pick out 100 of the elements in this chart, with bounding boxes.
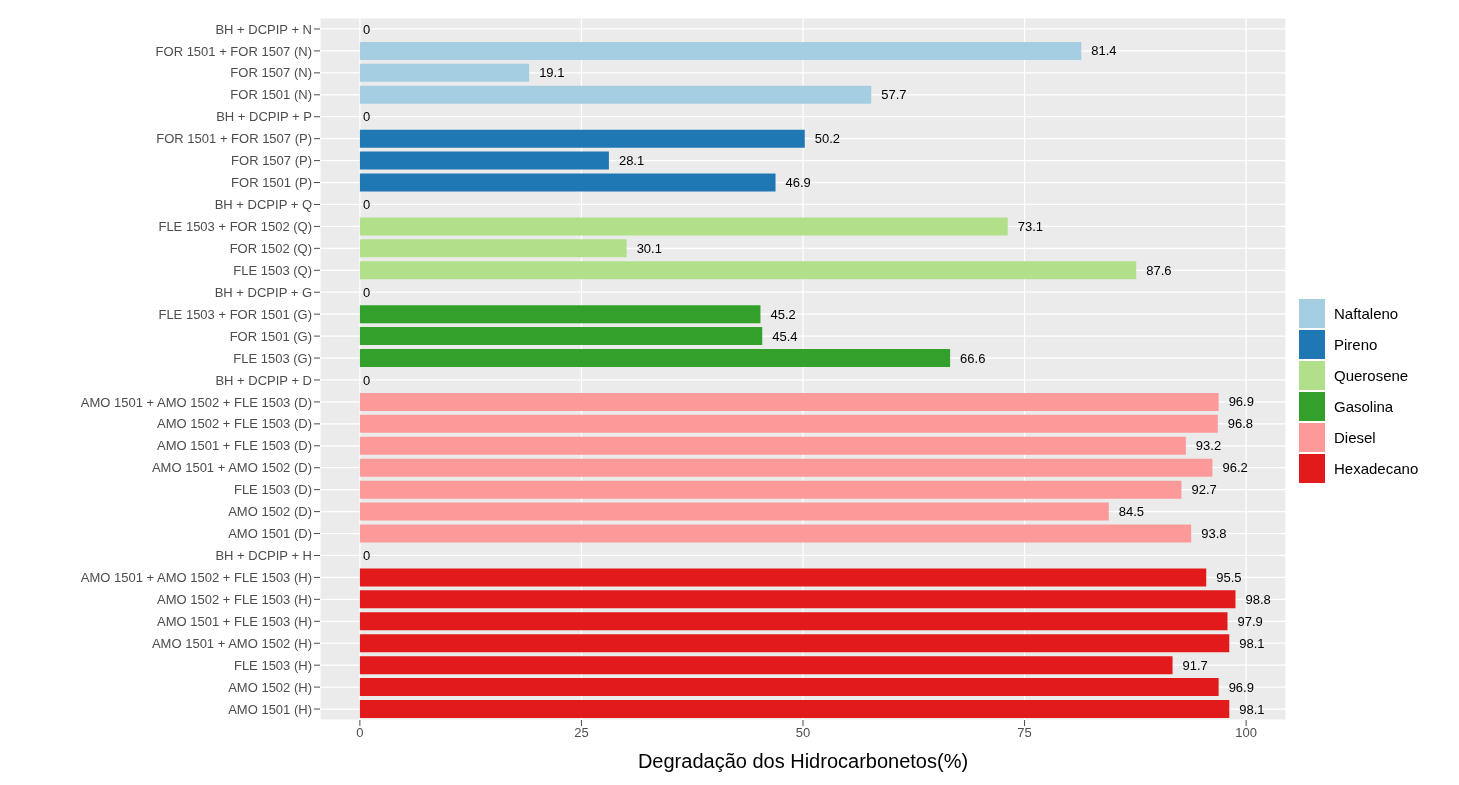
bar [359,524,1192,543]
y-tick-label: FLE 1503 + FOR 1502 (Q) [158,219,312,235]
y-tick-label: FOR 1501 (P) [231,175,312,191]
legend-label: Querosene [1334,366,1409,384]
bar [359,414,1218,433]
y-tick-label: FOR 1501 + FOR 1507 (N) [155,43,312,59]
bar [359,656,1173,675]
y-tick-label: FLE 1503 (H) [233,657,312,673]
y-tick-label: AMO 1501 + AMO 1502 (H) [151,635,312,651]
y-tick-label: FLE 1503 (G) [233,350,312,366]
y-tick-label: AMO 1501 + AMO 1502 (D) [151,460,312,476]
y-tick-label: BH + DCPIP + P [216,109,312,125]
data-label: 0 [362,548,371,564]
bar [359,458,1213,477]
x-tick-label: 0 [356,725,364,741]
data-label: 97.9 [1237,613,1263,629]
data-label: 81.4 [1091,43,1117,59]
bar [359,261,1137,280]
y-tick-label: BH + DCPIP + H [215,548,312,564]
bar [359,700,1230,719]
x-tick-label: 25 [574,725,589,741]
data-label: 28.1 [618,153,645,169]
bar [359,85,872,104]
bar [359,239,627,258]
bar [359,634,1230,653]
data-label: 96.9 [1228,679,1254,695]
y-tick-label: FOR 1501 (N) [230,87,312,103]
y-tick-label: AMO 1501 + FLE 1503 (D) [157,438,312,454]
data-label: 46.9 [785,175,811,191]
bar [359,436,1186,455]
data-label: 0 [362,21,371,37]
data-label: 96.2 [1222,460,1248,476]
data-label: 95.5 [1216,569,1242,585]
data-label: 0 [362,284,371,300]
y-tick-label: AMO 1501 + AMO 1502 + FLE 1503 (H) [80,570,312,586]
y-tick-label: AMO 1502 (D) [228,504,312,520]
data-label: 45.2 [770,306,796,322]
y-tick-label: AMO 1501 (D) [228,526,312,542]
y-tick-label: FLE 1503 + FOR 1501 (G) [158,306,312,322]
y-tick-label: AMO 1502 + FLE 1503 (D) [157,416,312,432]
y-tick-label: AMO 1501 (H) [228,701,312,717]
bar [359,590,1236,609]
bar [359,327,763,346]
legend-label: Pireno [1334,335,1378,353]
bar [359,63,530,82]
bar [359,349,951,368]
bar [359,305,761,324]
data-label: 96.8 [1227,416,1254,432]
legend-label: Gasolina [1334,397,1394,415]
data-label: 19.1 [539,65,565,81]
data-label: 93.8 [1201,526,1227,542]
data-label: 45.4 [772,328,798,344]
y-tick-label: BH + DCPIP + D [215,372,312,388]
data-label: 84.5 [1118,504,1145,520]
bar [359,480,1182,499]
legend-label: Diesel [1334,428,1376,446]
y-tick-label: AMO 1501 + AMO 1502 + FLE 1503 (D) [80,394,312,410]
bar [359,129,805,148]
bar [359,41,1082,60]
data-label: 66.6 [960,350,986,366]
bar [359,217,1008,236]
data-label: 96.9 [1228,394,1254,410]
bar [359,151,609,170]
x-axis-title: Degradação dos Hidrocarbonetos(%) [636,750,970,773]
bar [359,502,1109,521]
legend-label: Hexadecano [1334,459,1419,477]
y-tick-label: AMO 1502 + FLE 1503 (H) [157,591,312,607]
data-label: 73.1 [1017,218,1044,234]
data-label: 0 [362,109,371,125]
x-tick-label: 50 [795,725,811,741]
y-tick-label: BH + DCPIP + N [215,21,312,37]
data-label: 57.7 [881,87,907,103]
y-tick-label: AMO 1501 + FLE 1503 (H) [157,613,312,629]
y-tick-label: FOR 1507 (P) [231,153,312,169]
bar [359,173,776,192]
data-label: 50.2 [814,131,841,147]
y-tick-label: BH + DCPIP + G [214,284,312,300]
data-label: 0 [362,197,371,213]
data-label: 0 [362,372,371,388]
data-label: 30.1 [636,240,662,256]
data-label: 98.1 [1239,701,1265,717]
y-tick-label: FLE 1503 (Q) [233,262,312,278]
data-label: 98.8 [1245,591,1271,607]
y-tick-label: FOR 1507 (N) [230,65,312,81]
data-label: 93.2 [1195,438,1222,454]
bar [359,568,1207,587]
x-tick-label: 100 [1235,725,1257,741]
y-tick-label: FOR 1501 (G) [229,328,312,344]
data-label: 87.6 [1146,262,1172,278]
y-tick-label: AMO 1502 (H) [228,679,312,695]
bar [359,392,1219,411]
y-tick-label: FOR 1501 + FOR 1507 (P) [156,131,312,147]
y-tick-label: BH + DCPIP + Q [214,197,312,213]
legend-label: Naftaleno [1334,304,1399,322]
bar [359,612,1228,631]
bar [359,678,1219,697]
y-tick-label: FOR 1502 (Q) [229,240,312,256]
data-label: 91.7 [1182,657,1208,673]
x-tick-label: 75 [1017,725,1032,741]
y-tick-label: FLE 1503 (D) [233,482,312,498]
